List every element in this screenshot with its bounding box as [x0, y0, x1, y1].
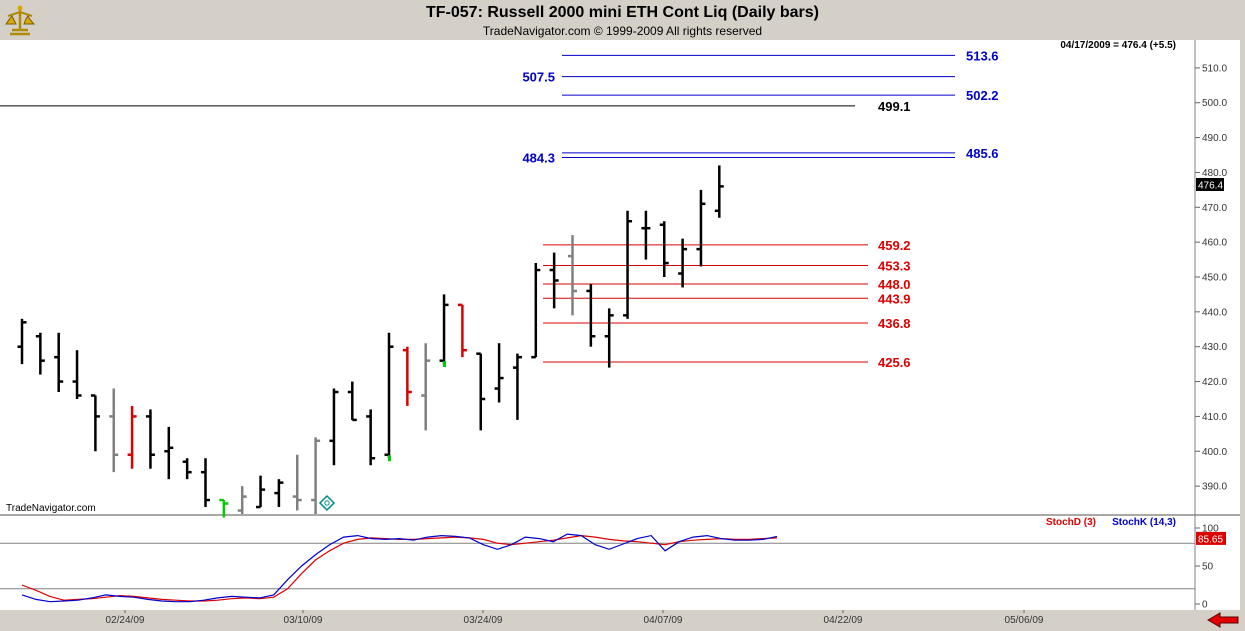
ohlc-bar — [35, 332, 45, 375]
ohlc-bar — [549, 252, 559, 309]
ohlc-bar — [476, 352, 486, 431]
ohlc-bar — [512, 353, 522, 420]
chart-title: TF-057: Russell 2000 mini ETH Cont Liq (… — [426, 4, 819, 21]
copyright-text: TradeNavigator.com © 1999-2009 All right… — [482, 24, 763, 38]
level-label: 499.1 — [878, 99, 911, 114]
stoch-tick-label: 50 — [1202, 562, 1214, 573]
level-label: 448.0 — [878, 277, 911, 292]
ohlc-bar — [201, 458, 210, 508]
ohlc-bar — [219, 498, 229, 518]
green-marker — [443, 361, 447, 368]
stoch-panel — [0, 516, 1195, 610]
level-label: 459.2 — [878, 238, 911, 253]
green-marker — [388, 455, 391, 462]
ohlc-bar — [311, 437, 321, 514]
ohlc-bar — [678, 238, 688, 288]
quote-label: 04/17/2009 = 476.4 (+5.5) — [1060, 40, 1176, 51]
current-price-label: 476.4 — [1198, 180, 1223, 191]
price-panel — [0, 40, 1195, 514]
ohlc-bar — [54, 332, 64, 393]
y-tick-label: 390.0 — [1202, 482, 1227, 493]
x-tick-label: 05/06/09 — [1005, 615, 1044, 626]
price-axis — [1195, 40, 1240, 514]
y-tick-label: 440.0 — [1202, 307, 1227, 318]
y-tick-label: 420.0 — [1202, 377, 1227, 388]
scroll-left-arrow-icon[interactable] — [1206, 612, 1240, 628]
x-tick-label: 03/24/09 — [464, 615, 503, 626]
level-label: 484.3 — [522, 150, 555, 165]
level-label: 443.9 — [878, 291, 911, 306]
ohlc-bar — [623, 210, 633, 319]
ohlc-bar — [274, 479, 284, 508]
ohlc-bar — [568, 235, 577, 316]
ohlc-bar — [604, 308, 614, 368]
ohlc-bar — [384, 332, 394, 459]
ohlc-bar — [659, 221, 669, 277]
header: TF-057: Russell 2000 mini ETH Cont Liq (… — [0, 0, 1245, 40]
ohlc-bar — [714, 165, 724, 218]
ohlc-bar — [72, 350, 82, 399]
y-tick-label: 470.0 — [1202, 203, 1227, 214]
level-label: 436.8 — [878, 316, 911, 331]
ohlc-bar — [182, 458, 192, 480]
ohlc-bar — [696, 189, 706, 267]
ohlc-bar — [292, 454, 302, 511]
ohlc-bar — [641, 210, 651, 260]
stoch-axis — [1195, 516, 1240, 610]
x-tick-label: 04/07/09 — [644, 615, 683, 626]
stoch-tick-label: 100 — [1202, 524, 1219, 535]
x-tick-label: 03/10/09 — [284, 615, 323, 626]
stochk-legend: StochK (14,3) — [1112, 517, 1176, 528]
y-tick-label: 490.0 — [1202, 133, 1227, 144]
y-tick-label: 480.0 — [1202, 168, 1227, 179]
level-label: 453.3 — [878, 258, 911, 273]
stoch-value-box — [1196, 531, 1226, 545]
y-tick-label: 460.0 — [1202, 238, 1227, 249]
diamond-marker-icon — [318, 494, 336, 512]
ohlc-bar — [127, 405, 137, 469]
y-tick-label: 510.0 — [1202, 63, 1227, 74]
ohlc-bar — [145, 409, 155, 469]
y-tick-label: 450.0 — [1202, 273, 1227, 284]
ohlc-bar — [90, 394, 100, 452]
diamond-center — [324, 500, 330, 506]
x-tick-label: 04/22/09 — [824, 615, 863, 626]
current-price-box — [1196, 177, 1224, 191]
ohlc-bar — [109, 388, 119, 473]
ohlc-bar — [329, 388, 339, 466]
watermark-text: TradeNavigator.com — [6, 503, 96, 514]
ohlc-bar — [256, 475, 266, 509]
stoch-value-label: 85.65 — [1198, 534, 1223, 545]
stochd-legend: StochD (3) — [1046, 517, 1096, 528]
ohlc-bar — [347, 381, 357, 422]
ohlc-bar — [586, 283, 596, 347]
ohlc-bar — [494, 343, 504, 403]
ohlc-bar — [439, 294, 449, 365]
y-tick-label: 400.0 — [1202, 447, 1227, 458]
logo-icon — [5, 5, 36, 36]
stochk-line — [21, 533, 778, 603]
ohlc-bar — [17, 318, 27, 365]
ohlc-bar — [531, 263, 541, 359]
level-label: 425.6 — [878, 355, 911, 370]
level-label: 502.2 — [966, 88, 999, 103]
ohlc-bar — [164, 426, 174, 480]
y-tick-label: 500.0 — [1202, 98, 1227, 109]
ohlc-bar — [421, 343, 431, 431]
stoch-tick-label: 0 — [1202, 600, 1208, 611]
ohlc-bar — [402, 346, 412, 406]
x-tick-label: 02/24/09 — [106, 615, 145, 626]
level-label: 513.6 — [966, 48, 999, 63]
level-label: 507.5 — [522, 70, 555, 85]
ohlc-bar — [366, 409, 376, 466]
stochd-line — [21, 534, 778, 602]
level-label: 485.6 — [966, 146, 999, 161]
y-tick-label: 430.0 — [1202, 342, 1227, 353]
y-tick-label: 410.0 — [1202, 412, 1227, 423]
ohlc-bar — [237, 486, 247, 514]
ohlc-bar — [457, 303, 467, 358]
